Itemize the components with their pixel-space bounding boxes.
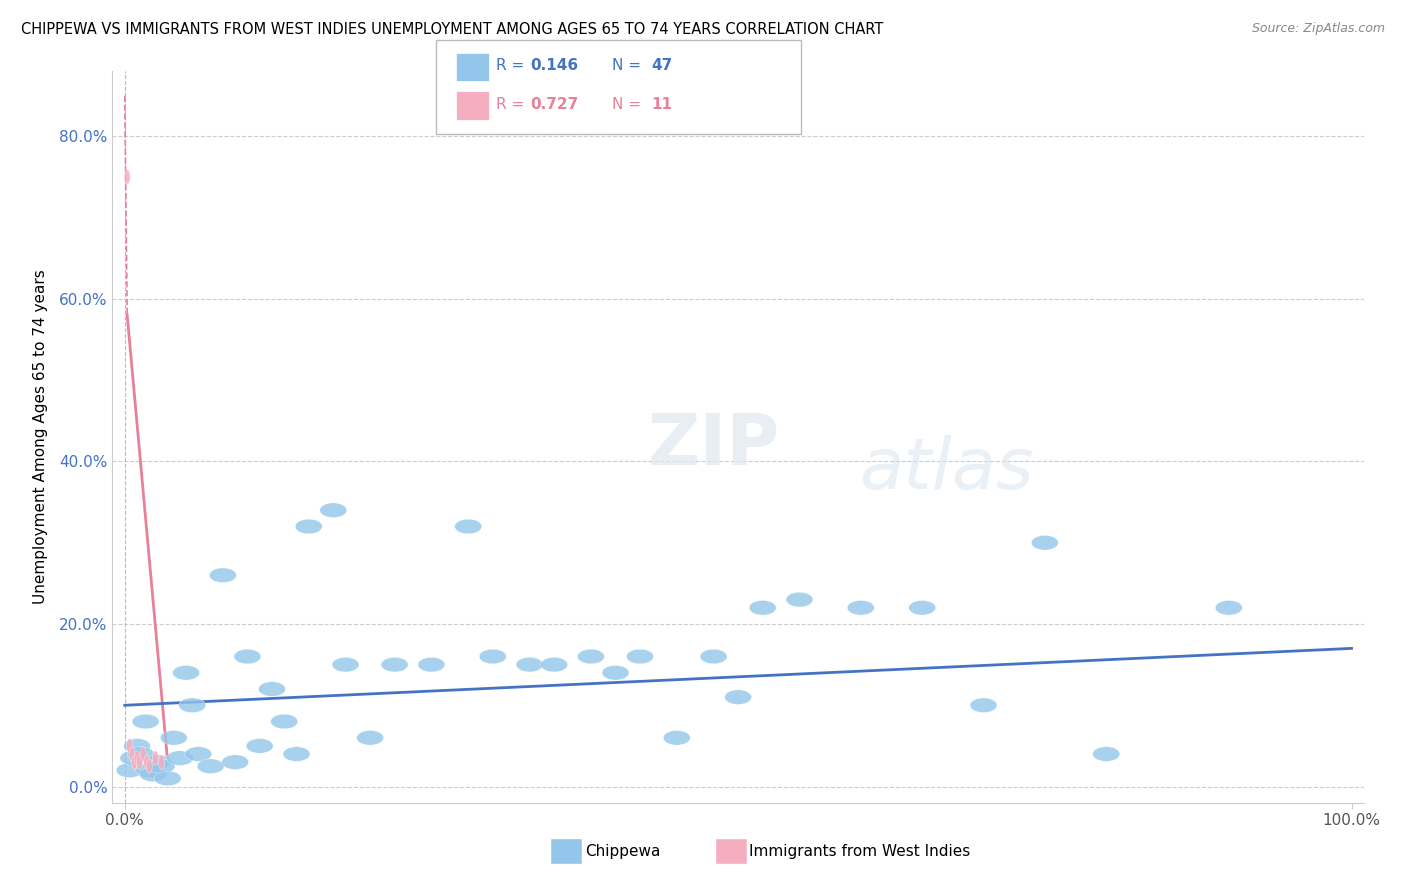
Text: 47: 47 xyxy=(651,58,672,72)
Ellipse shape xyxy=(166,751,194,765)
Ellipse shape xyxy=(148,759,174,773)
Ellipse shape xyxy=(134,751,141,765)
Ellipse shape xyxy=(233,649,262,664)
Ellipse shape xyxy=(184,747,212,762)
Ellipse shape xyxy=(516,657,543,672)
Text: R =: R = xyxy=(496,58,530,72)
Ellipse shape xyxy=(155,771,181,786)
Ellipse shape xyxy=(749,600,776,615)
Ellipse shape xyxy=(139,767,166,781)
Ellipse shape xyxy=(141,747,146,762)
Ellipse shape xyxy=(179,698,205,713)
Ellipse shape xyxy=(117,763,143,778)
Ellipse shape xyxy=(724,690,752,705)
Ellipse shape xyxy=(1215,600,1243,615)
Ellipse shape xyxy=(120,751,146,765)
Ellipse shape xyxy=(143,755,150,770)
Ellipse shape xyxy=(1092,747,1119,762)
Ellipse shape xyxy=(970,698,997,713)
Ellipse shape xyxy=(664,731,690,745)
Ellipse shape xyxy=(627,649,654,664)
Ellipse shape xyxy=(357,731,384,745)
Ellipse shape xyxy=(246,739,273,753)
Ellipse shape xyxy=(700,649,727,664)
Ellipse shape xyxy=(578,649,605,664)
Ellipse shape xyxy=(319,503,347,517)
Ellipse shape xyxy=(222,755,249,770)
Ellipse shape xyxy=(479,649,506,664)
Ellipse shape xyxy=(127,739,132,753)
Ellipse shape xyxy=(381,657,408,672)
Ellipse shape xyxy=(152,751,159,765)
Ellipse shape xyxy=(159,755,165,770)
Ellipse shape xyxy=(145,755,172,770)
Text: 0.146: 0.146 xyxy=(530,58,578,72)
Text: 11: 11 xyxy=(651,97,672,112)
Ellipse shape xyxy=(271,714,298,729)
Ellipse shape xyxy=(124,169,131,185)
Text: N =: N = xyxy=(612,97,645,112)
Text: Chippewa: Chippewa xyxy=(585,845,661,859)
Ellipse shape xyxy=(786,592,813,607)
Y-axis label: Unemployment Among Ages 65 to 74 years: Unemployment Among Ages 65 to 74 years xyxy=(32,269,48,605)
Ellipse shape xyxy=(454,519,482,533)
Ellipse shape xyxy=(209,568,236,582)
Ellipse shape xyxy=(1032,535,1059,550)
Ellipse shape xyxy=(136,763,163,778)
Text: N =: N = xyxy=(612,58,645,72)
Ellipse shape xyxy=(541,657,568,672)
Ellipse shape xyxy=(908,600,935,615)
Ellipse shape xyxy=(332,657,359,672)
Ellipse shape xyxy=(129,747,135,762)
Text: R =: R = xyxy=(496,97,530,112)
Text: Immigrants from West Indies: Immigrants from West Indies xyxy=(749,845,970,859)
Text: ZIP: ZIP xyxy=(648,410,780,480)
Ellipse shape xyxy=(127,747,155,762)
Ellipse shape xyxy=(848,600,875,615)
Text: 0.727: 0.727 xyxy=(530,97,578,112)
Ellipse shape xyxy=(197,759,224,773)
Ellipse shape xyxy=(602,665,628,680)
Ellipse shape xyxy=(173,665,200,680)
Text: atlas: atlas xyxy=(859,435,1033,504)
Text: Source: ZipAtlas.com: Source: ZipAtlas.com xyxy=(1251,22,1385,36)
Ellipse shape xyxy=(124,739,150,753)
Ellipse shape xyxy=(146,759,152,773)
Ellipse shape xyxy=(259,681,285,697)
Ellipse shape xyxy=(160,731,187,745)
Text: CHIPPEWA VS IMMIGRANTS FROM WEST INDIES UNEMPLOYMENT AMONG AGES 65 TO 74 YEARS C: CHIPPEWA VS IMMIGRANTS FROM WEST INDIES … xyxy=(21,22,883,37)
Ellipse shape xyxy=(136,755,142,770)
Ellipse shape xyxy=(283,747,309,762)
Ellipse shape xyxy=(132,714,159,729)
Ellipse shape xyxy=(418,657,444,672)
Ellipse shape xyxy=(295,519,322,533)
Ellipse shape xyxy=(132,755,138,770)
